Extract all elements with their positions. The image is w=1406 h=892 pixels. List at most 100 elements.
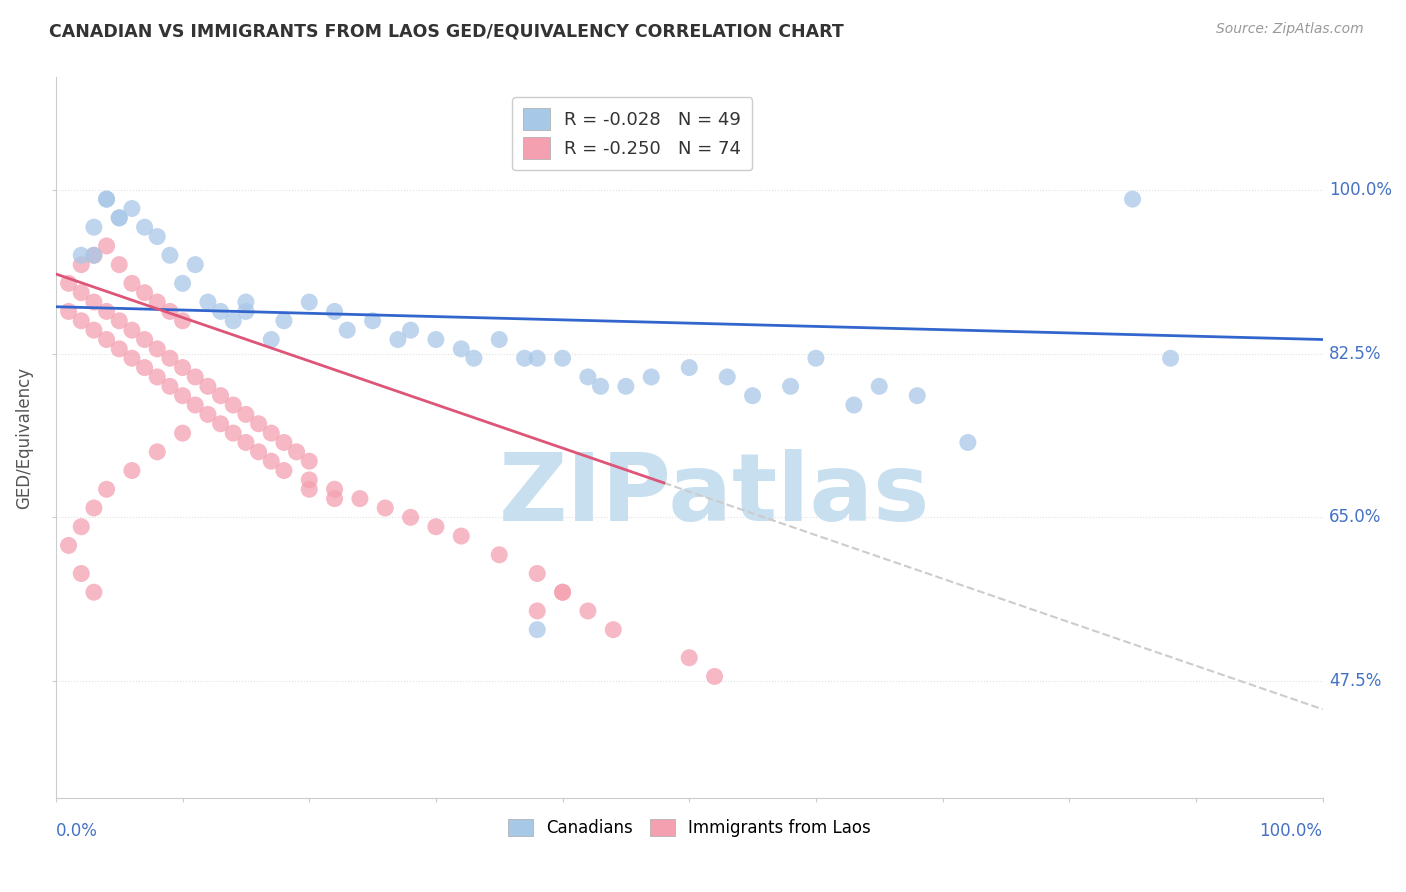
Text: 100.0%: 100.0% [1329, 181, 1392, 199]
Text: 82.5%: 82.5% [1329, 344, 1381, 362]
Point [222, 398, 245, 412]
Point [374, 500, 396, 515]
Point [159, 304, 181, 318]
Point [716, 370, 738, 384]
Point [1122, 192, 1144, 206]
Point [121, 464, 143, 478]
Point [273, 464, 295, 478]
Point [488, 548, 510, 562]
Point [58, 277, 80, 291]
Point [640, 370, 662, 384]
Point [83, 220, 105, 235]
Point [678, 650, 700, 665]
Point [209, 417, 232, 431]
Point [323, 483, 346, 497]
Text: 0.0%: 0.0% [56, 822, 98, 839]
Point [108, 342, 131, 356]
Point [172, 314, 194, 328]
Point [576, 604, 599, 618]
Point [387, 333, 409, 347]
Point [399, 323, 422, 337]
Text: 47.5%: 47.5% [1329, 673, 1381, 690]
Point [108, 211, 131, 225]
Point [159, 379, 181, 393]
Point [146, 229, 169, 244]
Point [399, 510, 422, 524]
Point [134, 360, 156, 375]
Point [108, 314, 131, 328]
Point [956, 435, 979, 450]
Point [96, 483, 118, 497]
Point [842, 398, 865, 412]
Point [209, 304, 232, 318]
Point [678, 360, 700, 375]
Point [70, 248, 93, 262]
Point [108, 258, 131, 272]
Point [134, 220, 156, 235]
Point [70, 566, 93, 581]
Point [184, 258, 207, 272]
Point [260, 454, 283, 468]
Point [197, 295, 219, 310]
Point [146, 370, 169, 384]
Point [134, 285, 156, 300]
Point [83, 323, 105, 337]
Point [83, 248, 105, 262]
Point [298, 454, 321, 468]
Point [614, 379, 637, 393]
Point [146, 295, 169, 310]
Point [222, 314, 245, 328]
Point [298, 295, 321, 310]
Point [159, 248, 181, 262]
Point [83, 248, 105, 262]
Point [70, 519, 93, 533]
Point [323, 491, 346, 506]
Text: Source: ZipAtlas.com: Source: ZipAtlas.com [1216, 22, 1364, 37]
Point [222, 426, 245, 441]
Point [361, 314, 384, 328]
Point [905, 389, 928, 403]
Point [172, 426, 194, 441]
Point [260, 333, 283, 347]
Point [526, 351, 548, 366]
Point [197, 379, 219, 393]
Point [96, 333, 118, 347]
Point [184, 398, 207, 412]
Point [134, 333, 156, 347]
Point [121, 323, 143, 337]
Point [425, 333, 447, 347]
Point [235, 295, 257, 310]
Point [83, 295, 105, 310]
Point [450, 342, 472, 356]
Point [247, 445, 270, 459]
Point [260, 426, 283, 441]
Point [108, 211, 131, 225]
Y-axis label: GED/Equivalency: GED/Equivalency [15, 367, 32, 508]
Point [247, 417, 270, 431]
Point [463, 351, 485, 366]
Point [121, 277, 143, 291]
Point [146, 342, 169, 356]
Point [159, 351, 181, 366]
Point [513, 351, 536, 366]
Point [121, 202, 143, 216]
Point [96, 192, 118, 206]
Point [804, 351, 827, 366]
Point [273, 314, 295, 328]
Point [172, 389, 194, 403]
Point [488, 333, 510, 347]
Text: ZIPatlas: ZIPatlas [499, 450, 931, 541]
Point [298, 473, 321, 487]
Point [551, 585, 574, 599]
Point [235, 408, 257, 422]
Point [70, 314, 93, 328]
Point [779, 379, 801, 393]
Point [589, 379, 612, 393]
Point [83, 500, 105, 515]
Point [172, 277, 194, 291]
Point [172, 360, 194, 375]
Point [576, 370, 599, 384]
Point [70, 258, 93, 272]
Point [273, 435, 295, 450]
Text: CANADIAN VS IMMIGRANTS FROM LAOS GED/EQUIVALENCY CORRELATION CHART: CANADIAN VS IMMIGRANTS FROM LAOS GED/EQU… [49, 22, 844, 40]
